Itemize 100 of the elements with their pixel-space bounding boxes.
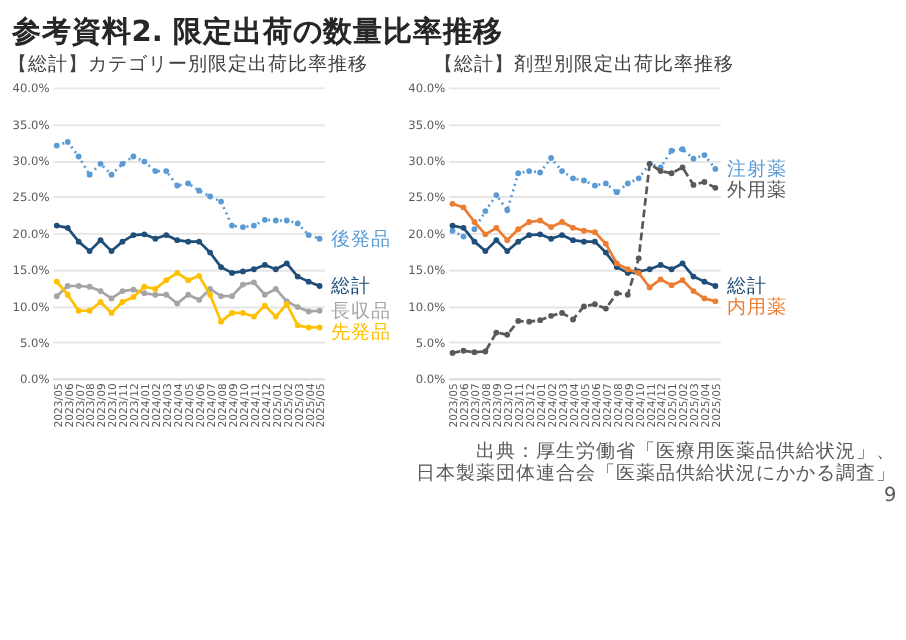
point [712,184,719,191]
line-series [449,160,719,356]
point [75,153,82,160]
series-label: 総計 [725,273,768,298]
point [305,278,312,285]
point [712,283,719,289]
source-note: 出典：厚生労働省「医療用医薬品供給状況」、 [476,439,897,464]
point [97,160,104,167]
point [207,291,213,298]
point [261,291,268,298]
point [163,168,170,174]
point [185,180,192,187]
point [250,279,257,286]
point [646,266,653,273]
line-series [449,222,719,289]
point [504,207,511,214]
chart-title: 【総計】カテゴリー別限定出荷比率推移 [8,51,369,76]
point [602,180,609,187]
point [261,302,268,309]
series-label: 注射薬 [727,156,788,181]
point [130,286,137,293]
point [679,260,686,267]
point [657,262,664,268]
point [97,288,104,294]
point [174,300,181,307]
point [86,283,93,290]
point [250,313,257,320]
point [460,233,467,240]
series-label: 総計 [329,273,372,298]
series-label: 後発品 [331,226,392,251]
point [581,303,587,310]
point [591,238,598,245]
point [624,180,631,187]
point [471,219,478,225]
point [460,347,467,354]
point [294,322,301,329]
point [240,224,246,230]
point [119,299,126,305]
point [482,348,489,355]
point [53,278,60,285]
point [119,238,126,245]
line-series [53,270,323,331]
series-label: 内用薬 [727,295,788,320]
point [53,142,60,149]
point [613,189,620,196]
point [537,217,544,224]
point [548,235,555,242]
point [482,248,489,254]
point [64,139,71,145]
point [493,224,500,231]
point [316,324,323,331]
point [515,170,522,177]
point [679,277,686,284]
point [196,187,203,194]
point [690,155,697,162]
point [64,291,71,298]
point [581,238,587,245]
point [449,222,456,229]
point [471,238,478,245]
point [712,298,719,305]
point [493,237,500,244]
text: 9 [883,485,897,508]
point [53,293,60,300]
point [701,278,708,285]
point [283,217,290,224]
point [130,153,137,160]
point [690,288,697,294]
point [97,237,104,244]
point [690,181,697,188]
point [591,301,598,308]
point [108,171,115,178]
point [493,329,500,336]
series-label: 長収品 [331,298,392,323]
point [537,317,544,324]
point [657,276,664,283]
series-label: 先発品 [331,319,392,344]
point [635,255,642,262]
point [581,177,587,184]
point [229,222,235,229]
line-series [53,279,323,315]
point [185,238,192,245]
point [305,308,312,315]
point [548,312,555,319]
point [250,222,257,229]
point [130,294,137,300]
point [591,182,598,189]
point [196,238,203,245]
text: 参考資料2. 限定出荷の数量比率推移 [9,12,503,49]
point [526,318,533,325]
point [86,248,93,254]
point [482,208,489,214]
point [272,217,279,224]
point [701,295,708,302]
point [570,175,576,182]
point [152,286,159,292]
point [64,283,71,289]
point [294,304,301,311]
point [504,248,511,254]
point [283,260,290,267]
point [537,231,544,238]
